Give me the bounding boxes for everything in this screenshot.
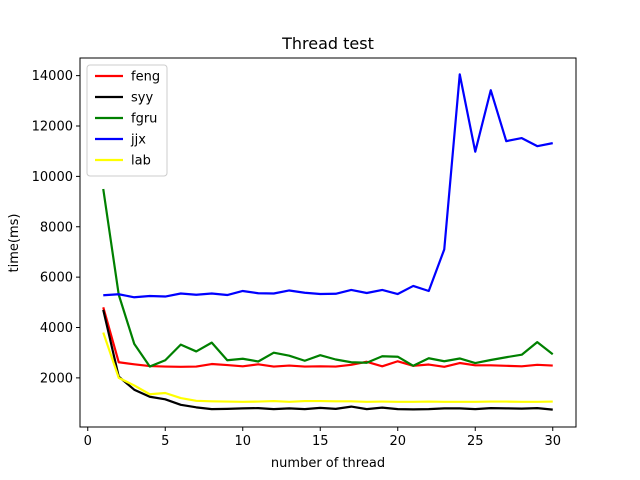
chart-title: Thread test <box>281 34 374 53</box>
series-line-syy <box>102 309 553 411</box>
legend-label-jjx: jjx <box>130 133 146 148</box>
x-tick-label: 10 <box>234 434 251 449</box>
x-tick-label: 0 <box>84 434 92 449</box>
legend-label-fgru: fgru <box>131 112 157 127</box>
series-line-jjx <box>103 73 553 299</box>
y-axis-label: time(ms) <box>7 214 22 273</box>
legend: feng syy fgru jjx lab <box>86 64 168 177</box>
y-tick-label: 8000 <box>40 220 73 235</box>
y-tick-label: 4000 <box>40 321 73 336</box>
y-tick-label: 14000 <box>32 69 73 84</box>
y-tick-label: 10000 <box>32 170 73 185</box>
x-axis-ticks: 0 5 10 15 20 25 30 <box>84 427 561 449</box>
series-layer <box>102 73 554 411</box>
legend-label-feng: feng <box>131 70 160 85</box>
x-axis-label: number of thread <box>271 456 385 471</box>
series-line-fgru <box>102 188 554 368</box>
x-tick-label: 20 <box>389 434 406 449</box>
x-tick-label: 15 <box>312 434 329 449</box>
x-tick-label: 5 <box>161 434 169 449</box>
legend-label-lab: lab <box>131 154 151 169</box>
y-axis-ticks: 2000 4000 6000 8000 10000 12000 14000 <box>32 69 80 386</box>
y-tick-label: 12000 <box>32 120 73 135</box>
series-line-lab <box>102 332 553 403</box>
x-tick-label: 25 <box>467 434 484 449</box>
y-tick-label: 2000 <box>40 371 73 386</box>
axes-frame <box>79 57 577 428</box>
legend-box <box>86 64 168 177</box>
x-tick-label: 30 <box>544 434 561 449</box>
y-tick-label: 6000 <box>40 271 73 286</box>
legend-label-syy: syy <box>131 91 153 106</box>
series-line-feng <box>102 307 553 368</box>
